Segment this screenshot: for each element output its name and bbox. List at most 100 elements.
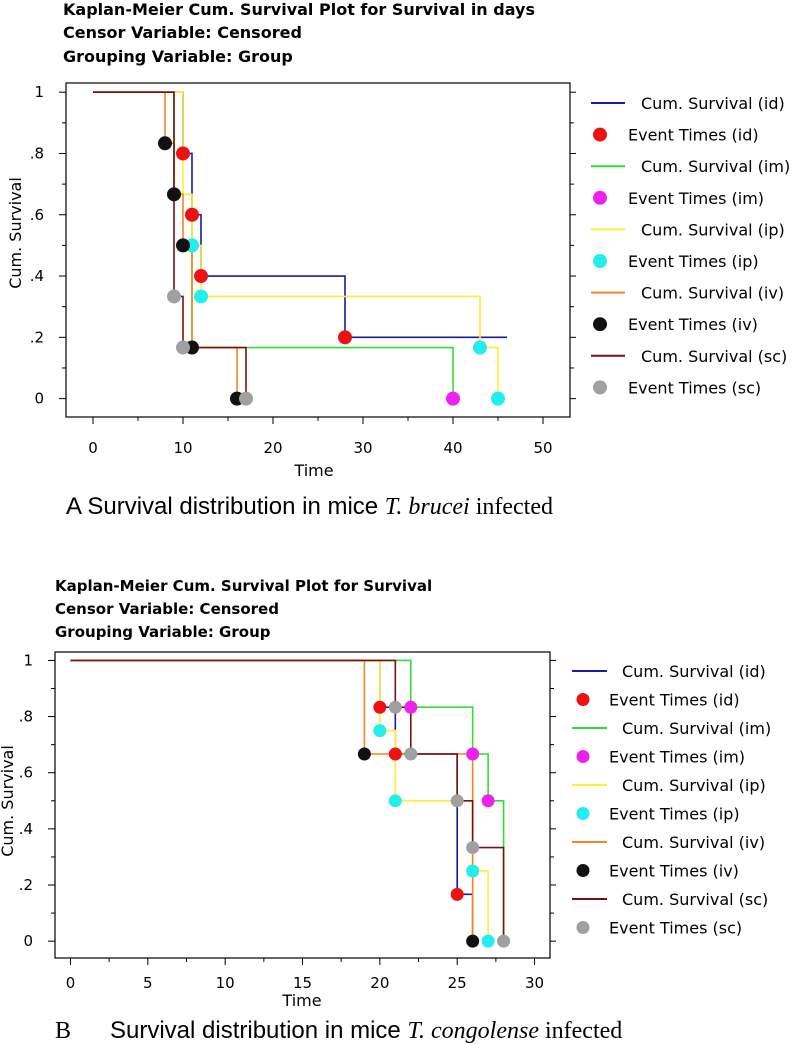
caption-a: A Survival distribution in mice T. bruce…: [66, 493, 553, 520]
chart-b-event-marker-iv-1: [466, 934, 480, 948]
chart-a-plot-frame: [65, 82, 571, 418]
chart-b-survival-line-ip: [70, 659, 489, 942]
chart-a-x-tick-label-0: 0: [88, 439, 98, 457]
chart-b-legend-label-8: Cum. Survival (sc): [622, 890, 768, 909]
caption-b: Survival distribution in mice T. congole…: [110, 1017, 622, 1044]
chart-a-y-tick-label-4: .8: [30, 144, 44, 162]
chart-a-legend-marker-ip: [593, 254, 607, 268]
chart-b-legend-label-1: Event Times (id): [609, 691, 740, 710]
chart-a-legend-label-2: Cum. Survival (im): [641, 157, 790, 176]
chart-b-event-marker-id-2: [450, 887, 464, 901]
chart-b-event-marker-sc-3: [466, 841, 480, 855]
chart-a-survival-line-im: [93, 91, 454, 399]
chart-a-y-tick-label-1: .2: [30, 328, 44, 346]
chart-a-legend-label-1: Event Times (id): [628, 126, 759, 145]
chart-a-ticks: 0 10 20 30 40 50 0 .2 .4 .6 .8 1: [30, 83, 576, 457]
chart-a-event-marker-iv-0: [158, 136, 172, 151]
chart-b-event-markers: [357, 700, 511, 948]
chart-b-legend-label-4: Cum. Survival (ip): [622, 776, 766, 795]
chart-b-legend-label-3: Event Times (im): [609, 748, 745, 767]
chart-b-legend-marker-id: [576, 693, 590, 706]
caption-b-main: Survival distribution in mice: [110, 1017, 407, 1044]
chart-a-legend-marker-id: [593, 127, 607, 142]
chart-a-legend-marker-im: [593, 190, 607, 205]
chart-a-title-line-3: Grouping Variable: Group: [63, 47, 293, 66]
chart-a-event-marker-id-0: [176, 146, 190, 161]
chart-b-title-line-1: Kaplan-Meier Cum. Survival Plot for Surv…: [55, 577, 432, 595]
chart-b-event-marker-sc-4: [497, 934, 511, 948]
chart-b-survival-line-sc: [70, 659, 505, 942]
chart-a-event-marker-iv-1: [167, 187, 181, 202]
caption-b-organism: T. congolense: [407, 1018, 539, 1044]
chart-a-survival-line-ip: [93, 91, 499, 399]
chart-a-x-tick-label-4: 40: [443, 439, 462, 457]
caption-a-organism: T. brucei: [385, 494, 470, 520]
chart-a-legend-marker-iv: [593, 317, 607, 332]
chart-a-legend-label-7: Event Times (iv): [628, 315, 758, 334]
chart-b-x-tick-label-4: 20: [370, 974, 389, 992]
chart-a-event-marker-iv-2: [176, 238, 190, 253]
chart-a-legend-marker-sc: [593, 380, 607, 395]
panel-b: Kaplan-Meier Cum. Survival Plot for Surv…: [0, 577, 771, 1044]
chart-b-x-tick-label-2: 10: [216, 974, 235, 992]
chart-b-title-line-2: Censor Variable: Censored: [55, 600, 279, 618]
chart-b-event-marker-im-1: [466, 747, 480, 761]
chart-b-event-marker-ip-0: [373, 724, 387, 738]
chart-a-y-tick-label-5: 1: [34, 83, 44, 101]
caption-a-tail: infected: [470, 494, 553, 520]
chart-a-event-marker-sc-2: [239, 391, 253, 406]
chart-a-survival-line-id: [93, 91, 507, 339]
chart-b-ticks: 0 5 10 15 20 25 30 0 .2 .4 .6 .8 1: [19, 651, 556, 992]
chart-a-event-marker-id-3: [338, 330, 352, 345]
chart-b-y-tick-label-0: 0: [23, 932, 33, 950]
chart-a-event-markers: [158, 136, 505, 406]
chart-a-legend: Cum. Survival (id) Event Times (id) Cum. S…: [591, 94, 790, 397]
chart-b-event-marker-ip-2: [466, 864, 480, 878]
caption-a-main: A Survival distribution in mice: [66, 493, 385, 520]
chart-b-event-marker-sc-1: [404, 747, 418, 761]
chart-b-event-marker-sc-0: [388, 700, 402, 714]
chart-a-legend-label-8: Cum. Survival (sc): [641, 347, 787, 366]
chart-b-x-tick-label-0: 0: [66, 974, 76, 992]
chart-a-title-line-1: Kaplan-Meier Cum. Survival Plot for Surv…: [63, 0, 535, 19]
chart-a-event-marker-id-1: [185, 207, 199, 222]
chart-b-legend-label-7: Event Times (iv): [609, 862, 739, 881]
panel-a: Kaplan-Meier Cum. Survival Plot for Surv…: [6, 0, 790, 520]
chart-a-y-tick-label-3: .6: [30, 206, 44, 224]
chart-b-y-tick-label-3: .6: [19, 764, 33, 782]
chart-b-plot-frame: [54, 651, 551, 959]
chart-b-event-marker-iv-0: [357, 747, 371, 761]
chart-b-y-tick-label-1: .2: [19, 876, 33, 894]
chart-a-y-tick-label-0: 0: [34, 390, 44, 408]
chart-a-event-marker-im-0: [446, 391, 460, 406]
caption-b-tail: infected: [539, 1018, 622, 1044]
chart-a-legend-label-6: Cum. Survival (iv): [641, 284, 784, 303]
chart-a-y-axis-label: Cum. Survival: [6, 177, 25, 289]
chart-b-y-tick-label-4: .8: [19, 708, 33, 726]
chart-a-x-tick-label-5: 50: [533, 439, 552, 457]
chart-b-x-tick-label-6: 30: [525, 974, 544, 992]
caption-b-label: B: [55, 1018, 71, 1044]
chart-b-legend-marker-ip: [576, 807, 590, 820]
chart-a-x-tick-label-2: 20: [263, 439, 282, 457]
chart-a-x-tick-label-1: 10: [173, 439, 192, 457]
chart-a-event-marker-ip-3: [491, 391, 505, 406]
chart-a-x-tick-label-3: 30: [353, 439, 372, 457]
chart-a-survival-line-sc: [93, 91, 247, 399]
chart-b-event-marker-ip-3: [481, 934, 495, 948]
chart-b-event-marker-ip-1: [388, 794, 402, 808]
chart-a-legend-label-9: Event Times (sc): [628, 378, 761, 397]
chart-a-legend-label-0: Cum. Survival (id): [641, 94, 785, 113]
chart-b-legend-label-9: Event Times (sc): [609, 919, 742, 938]
chart-b-legend-label-6: Cum. Survival (iv): [622, 833, 765, 852]
chart-b-legend-label-2: Cum. Survival (im): [622, 719, 771, 738]
chart-b-legend-marker-sc: [576, 921, 590, 934]
chart-b-x-tick-label-1: 5: [143, 974, 153, 992]
chart-a-event-marker-id-2: [194, 269, 208, 284]
chart-b-event-marker-sc-2: [450, 794, 464, 808]
chart-b-series-lines: [70, 659, 505, 942]
chart-b-y-axis-label: Cum. Survival: [0, 745, 17, 857]
chart-a-y-tick-label-2: .4: [30, 267, 44, 285]
chart-b-x-tick-label-3: 15: [293, 974, 312, 992]
